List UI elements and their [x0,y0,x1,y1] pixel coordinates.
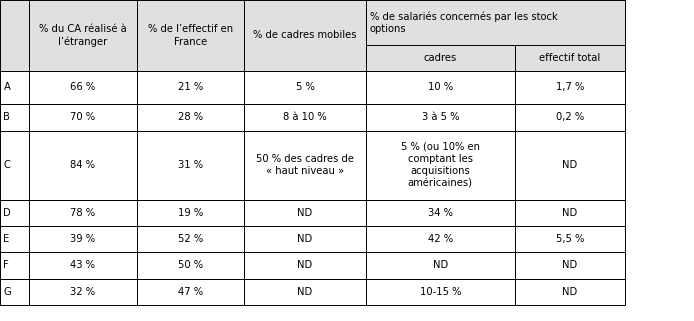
Bar [244,71,366,104]
Text: E: E [3,234,10,244]
Bar [515,104,625,131]
Text: 70 %: 70 % [70,112,96,123]
Bar [515,131,625,200]
Bar [244,279,366,305]
Bar [0,279,29,305]
Text: ND: ND [562,160,577,170]
Bar [244,200,366,226]
Text: F: F [3,260,9,271]
Bar [137,71,244,104]
Bar [29,200,137,226]
Bar [366,0,625,71]
Bar [0,104,29,131]
Bar [29,0,137,71]
Text: effectif total: effectif total [539,53,600,63]
Text: 42 %: 42 % [428,234,453,244]
Text: 21 %: 21 % [178,82,203,92]
Bar [29,131,137,200]
Bar [0,200,29,226]
Text: 3 à 5 %: 3 à 5 % [421,112,459,123]
Text: B: B [3,112,10,123]
Text: 84 %: 84 % [70,160,96,170]
Text: 43 %: 43 % [70,260,96,271]
Text: 31 %: 31 % [178,160,203,170]
Text: ND: ND [562,208,577,218]
Text: A: A [3,82,10,92]
Text: 10-15 %: 10-15 % [420,287,461,297]
Text: ND: ND [298,208,312,218]
Bar [515,71,625,104]
Bar [366,226,515,252]
Bar [0,71,29,104]
Bar [29,226,137,252]
Bar [29,71,137,104]
Bar [366,71,515,104]
Text: % de l’effectif en
France: % de l’effectif en France [148,24,233,47]
Bar [137,226,244,252]
Bar [29,279,137,305]
Text: ND: ND [562,287,577,297]
Bar [515,226,625,252]
Text: 10 %: 10 % [428,82,453,92]
Text: ND: ND [433,260,448,271]
Text: 66 %: 66 % [70,82,96,92]
Text: ND: ND [298,234,312,244]
Text: 0,2 %: 0,2 % [556,112,584,123]
Bar [366,200,515,226]
Text: 32 %: 32 % [70,287,96,297]
Text: 19 %: 19 % [178,208,203,218]
Bar [29,104,137,131]
Text: 78 %: 78 % [70,208,96,218]
Text: 28 %: 28 % [178,112,203,123]
Text: 5 %: 5 % [296,82,314,92]
Bar [244,226,366,252]
Text: 47 %: 47 % [178,287,203,297]
Text: 5,5 %: 5,5 % [556,234,584,244]
Text: % de salariés concernés par les stock
options: % de salariés concernés par les stock op… [370,11,558,34]
Text: 52 %: 52 % [178,234,203,244]
Text: ND: ND [298,260,312,271]
Text: % du CA réalisé à
l’étranger: % du CA réalisé à l’étranger [39,24,127,47]
Text: ND: ND [562,260,577,271]
Bar [137,0,244,71]
Bar [515,200,625,226]
Bar [137,279,244,305]
Bar [137,200,244,226]
Text: G: G [3,287,11,297]
Bar [0,226,29,252]
Bar [366,104,515,131]
Bar [244,0,366,71]
Text: 50 %: 50 % [178,260,203,271]
Bar [515,279,625,305]
Text: cadres: cadres [424,53,457,63]
Bar [515,252,625,279]
Text: 50 % des cadres de
« haut niveau »: 50 % des cadres de « haut niveau » [256,154,354,176]
Text: D: D [3,208,11,218]
Bar [137,104,244,131]
Text: ND: ND [298,287,312,297]
Bar [366,131,515,200]
Text: 39 %: 39 % [70,234,96,244]
Bar [244,252,366,279]
Text: 34 %: 34 % [428,208,453,218]
Text: 8 à 10 %: 8 à 10 % [283,112,327,123]
Bar [137,131,244,200]
Bar [137,252,244,279]
Text: 1,7 %: 1,7 % [556,82,584,92]
Bar [244,131,366,200]
Bar [29,252,137,279]
Bar [366,279,515,305]
Bar [366,252,515,279]
Bar [0,0,29,71]
Text: % de cadres mobiles: % de cadres mobiles [253,30,357,40]
Bar [0,131,29,200]
Bar [244,104,366,131]
Bar [0,252,29,279]
Text: 5 % (ou 10% en
comptant les
acquisitions
américaines): 5 % (ou 10% en comptant les acquisitions… [401,142,480,189]
Text: C: C [3,160,10,170]
